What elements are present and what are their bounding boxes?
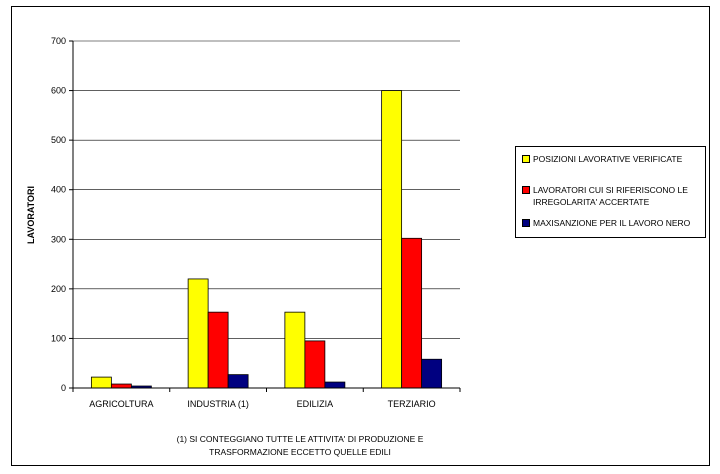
- legend-item-posizioni: POSIZIONI LAVORATIVE VERIFICATE: [522, 153, 702, 165]
- legend-item-lavoratori: LAVORATORI CUI SI RIFERISCONO LE IRREGOL…: [522, 184, 702, 208]
- legend-swatch-yellow: [522, 155, 530, 163]
- x-tick-labels: AGRICOLTURA INDUSTRIA (1) EDILIZIA TERZIARI…: [89, 399, 435, 409]
- footnote-line-2: TRASFORMAZIONE ECCETTO QUELLE EDILI: [209, 447, 391, 457]
- x-tick-label: INDUSTRIA (1): [187, 399, 249, 409]
- bar: [304, 340, 326, 389]
- bar: [90, 376, 112, 389]
- x-tick-label: EDILIZIA: [297, 399, 334, 409]
- bar: [421, 358, 443, 389]
- bar: [187, 278, 209, 389]
- y-tick-label: 100: [51, 333, 66, 343]
- legend-label: MAXISANZIONE PER IL LAVORO NERO: [533, 218, 691, 228]
- bar: [207, 311, 229, 389]
- y-tick-label: 200: [51, 284, 66, 294]
- bar: [401, 237, 423, 389]
- footnote-line-1: (1) SI CONTEGGIANO TUTTE LE ATTIVITA' DI…: [176, 434, 424, 444]
- x-tick-label: AGRICOLTURA: [89, 399, 153, 409]
- y-tick-label: 700: [51, 36, 66, 46]
- y-tick-label: 0: [61, 383, 66, 393]
- axes: [69, 40, 461, 392]
- y-axis-title: LAVORATORI: [26, 186, 36, 244]
- legend-item-maxisanzione: MAXISANZIONE PER IL LAVORO NERO: [522, 217, 702, 229]
- y-tick-label: 400: [51, 185, 66, 195]
- y-tick-label: 300: [51, 234, 66, 244]
- legend-label: POSIZIONI LAVORATIVE VERIFICATE: [533, 154, 683, 164]
- y-tick-label: 600: [51, 86, 66, 96]
- legend-swatch-navy: [522, 219, 530, 227]
- legend-label: LAVORATORI CUI SI RIFERISCONO LE IRREGOL…: [533, 185, 688, 207]
- legend: POSIZIONI LAVORATIVE VERIFICATE LAVORATO…: [515, 146, 706, 238]
- bar: [110, 383, 132, 389]
- bar: [324, 381, 346, 389]
- bar: [381, 90, 403, 389]
- x-tick-label: TERZIARIO: [388, 399, 436, 409]
- bar: [227, 374, 249, 389]
- y-tick-label: 500: [51, 135, 66, 145]
- legend-swatch-red: [522, 186, 530, 194]
- y-tick-labels: 0 100 200 300 400 500 600 700: [51, 36, 66, 393]
- bar: [284, 311, 306, 389]
